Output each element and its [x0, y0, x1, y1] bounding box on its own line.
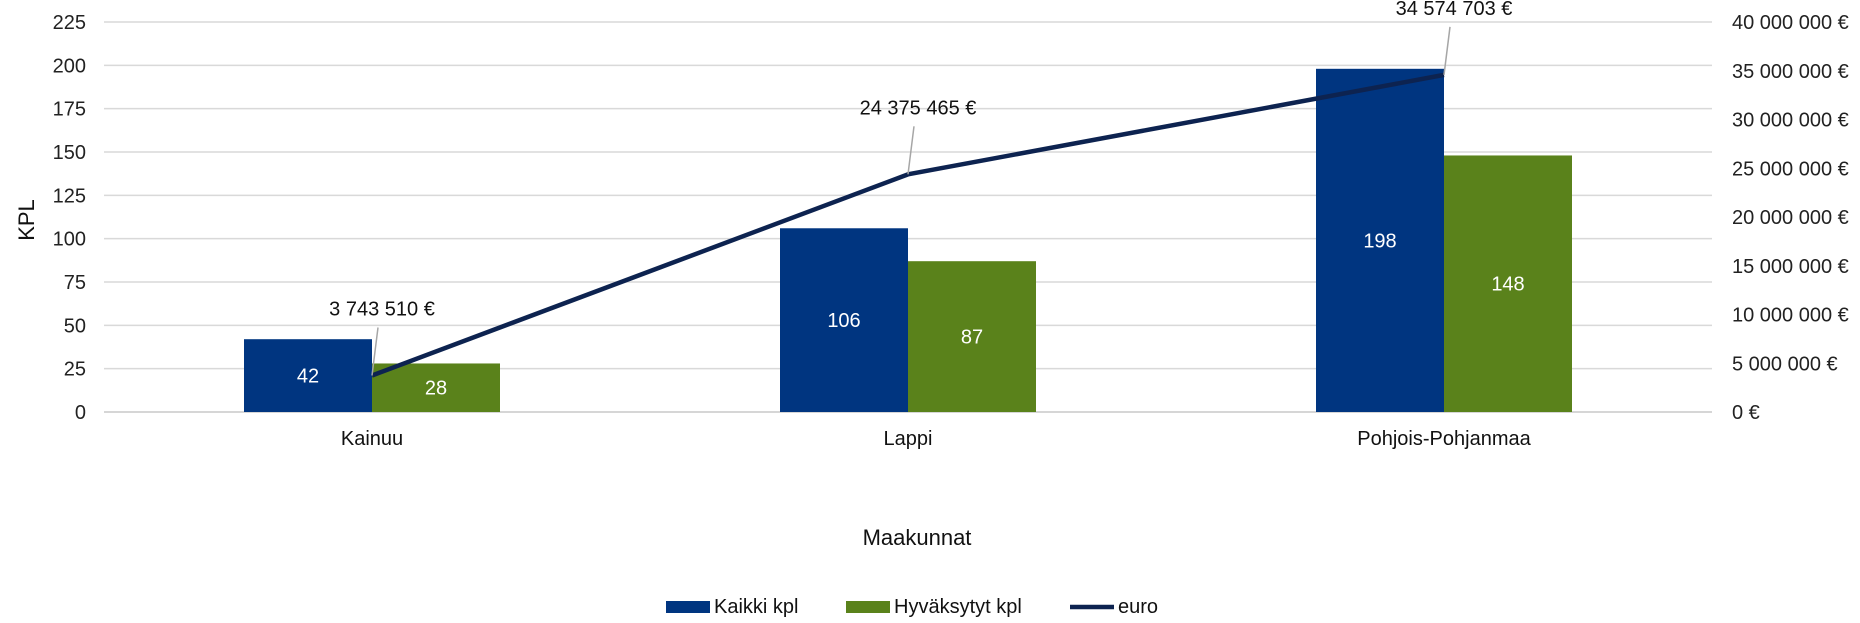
legend-label: Hyväksytyt kpl: [894, 596, 1022, 618]
y-tick-label: 225: [53, 12, 86, 34]
bar: [780, 228, 908, 412]
legend-label: euro: [1118, 596, 1158, 618]
y2-tick-label: 25 000 000 €: [1732, 158, 1849, 180]
y2-tick-label: 40 000 000 €: [1732, 12, 1849, 34]
bar-data-label: 87: [961, 327, 983, 349]
line-data-label: 3 743 510 €: [329, 299, 435, 321]
x-tick-label: Lappi: [884, 428, 933, 450]
y-tick-label: 100: [53, 229, 86, 251]
data-label-leader: [907, 126, 915, 175]
y-tick-label: 75: [64, 272, 86, 294]
bar-data-label: 28: [425, 378, 447, 400]
data-label-leader: [1443, 26, 1451, 75]
y-tick-label: 50: [64, 315, 86, 337]
bar: [372, 363, 500, 412]
y2-tick-label: 15 000 000 €: [1732, 256, 1849, 278]
legend: Kaikki kpl Hyväksytyt kpl euro: [666, 596, 1158, 618]
y2-tick-label: 5 000 000 €: [1732, 353, 1838, 375]
legend-swatch: [666, 601, 710, 613]
data-label-leader: [371, 327, 379, 376]
y-tick-label: 150: [53, 142, 86, 164]
bar: [908, 261, 1036, 412]
bar-data-label: 106: [827, 310, 860, 332]
y2-tick-label: 20 000 000 €: [1732, 207, 1849, 229]
bar: [1444, 155, 1572, 412]
y-tick-label: 200: [53, 55, 86, 77]
line-data-label: 34 574 703 €: [1396, 0, 1513, 20]
y-tick-label: 0: [75, 402, 86, 424]
y2-tick-label: 0 €: [1732, 402, 1760, 424]
y2-tick-label: 30 000 000 €: [1732, 110, 1849, 132]
category-labels: Kainuu Lappi Pohjois-Pohjanmaa: [341, 428, 1532, 450]
bar: [244, 339, 372, 412]
y-tick-label: 25: [64, 359, 86, 381]
right-axis-ticks: 0 € 5 000 000 € 10 000 000 € 15 000 000 € 20…: [1732, 12, 1849, 424]
x-axis-title: Maakunnat: [863, 525, 972, 550]
bar-data-label: 42: [297, 366, 319, 388]
y-tick-label: 175: [53, 99, 86, 121]
legend-label: Kaikki kpl: [714, 596, 798, 618]
y2-tick-label: 10 000 000 €: [1732, 305, 1849, 327]
x-tick-label: Kainuu: [341, 428, 403, 450]
legend-swatch: [846, 601, 890, 613]
line-data-label: 24 375 465 €: [860, 97, 977, 119]
bar: [1316, 68, 1444, 413]
line-series: 3 743 510 € 24 375 465 € 34 574 703 €: [329, 0, 1513, 378]
bar-data-label: 198: [1363, 230, 1396, 252]
left-axis-ticks: 0 25 50 75 100 125 150 175 200 225: [53, 12, 86, 424]
y-tick-label: 125: [53, 185, 86, 207]
y-axis-title: KPL: [14, 199, 39, 241]
x-tick-label: Pohjois-Pohjanmaa: [1357, 428, 1531, 450]
y2-tick-label: 35 000 000 €: [1732, 61, 1849, 83]
bar-series: 42 28 106 87 198 148: [244, 68, 1572, 413]
bar-data-label: 148: [1491, 274, 1524, 296]
